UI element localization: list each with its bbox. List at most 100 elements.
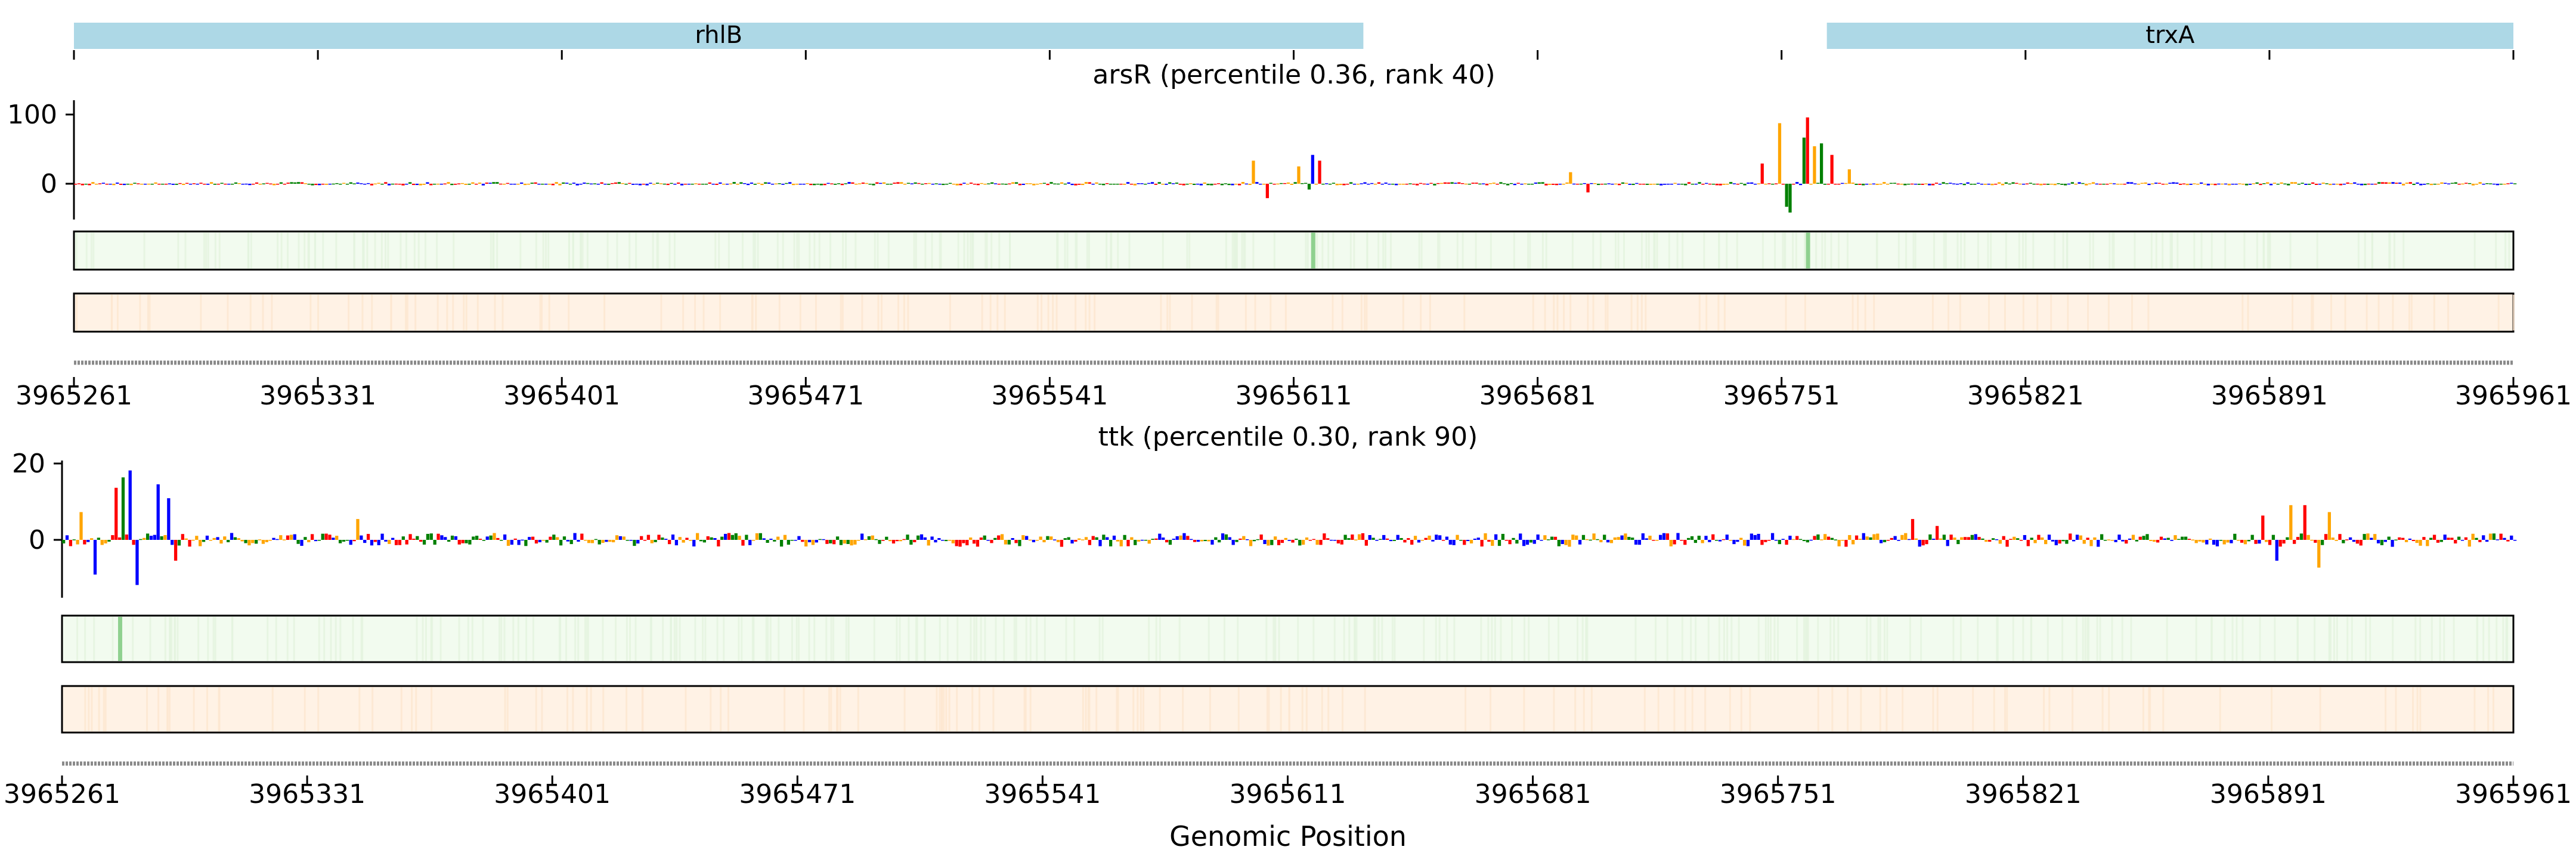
orange-strip-texture [1606,295,1609,330]
attribution-bar [1450,182,1454,184]
attribution-bar [1506,184,1510,186]
green-strip-texture [286,233,289,268]
attribution-bar [702,540,707,543]
attribution-bar [2103,540,2107,541]
green-strip-texture [1905,233,1908,268]
green-strip-texture [1897,233,1900,268]
attribution-bar [787,540,790,545]
attribution-bar [1764,540,1767,542]
green-strip-texture [467,617,469,661]
green-strip-texture [957,233,959,268]
green-strip-texture [980,617,982,661]
attribution-bar [314,184,318,186]
attribution-bar [247,540,251,546]
attribution-bar [1844,183,1848,184]
attribution-bar [1084,537,1088,540]
orange-strip-texture [1004,295,1006,330]
attribution-bar [2009,539,2012,540]
attribution-bar [1802,540,1806,542]
green-strip-texture [738,617,740,661]
green-strip-texture [2162,233,2164,268]
attribution-bar [1203,540,1207,542]
green-strip-texture [177,617,179,661]
attribution-bar [629,540,633,541]
attribution-bar [2030,537,2033,540]
green-strip-texture [2289,233,2292,268]
orange-strip-texture [1817,687,1819,731]
attribution-bar [1133,184,1137,186]
attribution-bar [559,540,563,546]
attribution-bar [847,182,851,184]
attribution-bar [1806,540,1809,543]
attribution-bar [1287,540,1291,541]
attribution-bar [2308,184,2311,185]
attribution-bar [1581,534,1586,540]
green-strip-texture [602,617,604,661]
attribution-bar [2145,534,2149,540]
attribution-bar [167,498,171,540]
green-strip-texture [2030,617,2032,661]
orange-strip-texture [1301,687,1304,731]
attribution-bar [1332,183,1336,184]
orange-strip-texture [166,687,169,731]
orange-strip-texture [88,687,90,731]
orange-strip-texture [1075,295,1077,330]
attribution-bar [2200,182,2203,184]
attribution-bar [1907,184,1911,185]
attribution-bar [2254,540,2258,544]
green-strip-texture [1076,233,1078,268]
green-strip-texture [2210,617,2213,661]
orange-strip-texture [702,295,705,330]
orange-strip-texture [2022,295,2024,330]
green-strip-texture [990,233,993,268]
attribution-bar [1683,540,1687,545]
attribution-bar [1290,184,1293,185]
attribution-bar [1512,537,1515,540]
attribution-bar [1662,184,1667,185]
orange-strip-texture [1288,687,1290,731]
attribution-bar [719,182,722,184]
attribution-bar [182,184,185,186]
attribution-bar [580,533,584,540]
orange-strip-texture [2004,687,2007,731]
attribution-bar [1314,184,1318,185]
attribution-bar [1634,540,1638,545]
attribution-bar [562,536,566,540]
attribution-bar [1329,539,1333,541]
green-strip-texture [586,233,589,268]
attribution-bar [846,540,850,544]
attribution-bar [1098,540,1102,546]
attribution-bar [1648,536,1652,540]
attribution-bar [1039,536,1042,540]
attribution-bar [657,534,661,540]
attribution-bar [2513,540,2517,541]
attribution-bar [528,537,531,540]
attribution-bar [377,540,380,545]
orange-strip-texture [903,295,905,330]
attribution-bar [2349,183,2353,184]
attribution-bar [628,183,631,184]
attribution-bar [727,533,731,540]
attribution-bar [1352,184,1357,185]
green-strip-texture [1036,617,1038,661]
attribution-bar [927,183,931,184]
attribution-bar [1452,540,1456,545]
green-strip-texture [174,617,176,661]
attribution-bar [2436,540,2440,543]
attribution-bar [1848,534,1852,540]
green-strip-texture [847,617,850,661]
green-strip-texture [967,233,969,268]
green-strip-texture [798,617,800,661]
attribution-bar [1456,534,1459,540]
attribution-bar [844,183,847,184]
attribution-bar [237,183,241,184]
green-strip-texture [939,233,941,268]
attribution-bar [2154,183,2158,184]
green-strip-texture [92,233,95,268]
attribution-bar [1880,540,1883,543]
orange-strip-texture [861,295,863,330]
x-tick-label: 3965821 [1965,779,2082,809]
green-strip-texture [896,617,898,661]
orange-strip-texture [218,687,220,731]
attribution-bar [175,184,178,185]
